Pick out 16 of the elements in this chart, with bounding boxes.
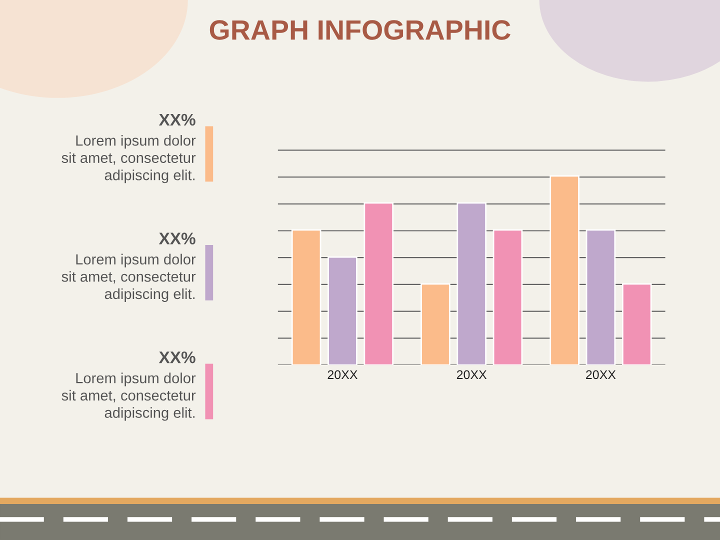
x-tick-label: 20XX (328, 370, 358, 380)
bar (550, 175, 580, 366)
bar (622, 283, 652, 366)
x-tick-label: 20XX (456, 370, 487, 380)
x-tick-label: 20XX (586, 370, 616, 380)
bar (456, 202, 486, 366)
bar (364, 202, 394, 366)
bar (328, 256, 358, 366)
text: XX% Lorem ipsum dolor sit amet, consectetur adipiscing elit. (62, 232, 196, 302)
chart-title: GRAPH INFOGRAPHIC (210, 20, 510, 40)
bar (291, 229, 322, 366)
text: XX% Lorem ipsum dolor sit amet, consectetur adipiscing elit. (62, 351, 196, 421)
text: XX% Lorem ipsum dolor sit amet, consectetur adipiscing elit. (62, 114, 196, 184)
bar (420, 283, 450, 366)
bar (492, 229, 523, 366)
bar (586, 229, 616, 366)
